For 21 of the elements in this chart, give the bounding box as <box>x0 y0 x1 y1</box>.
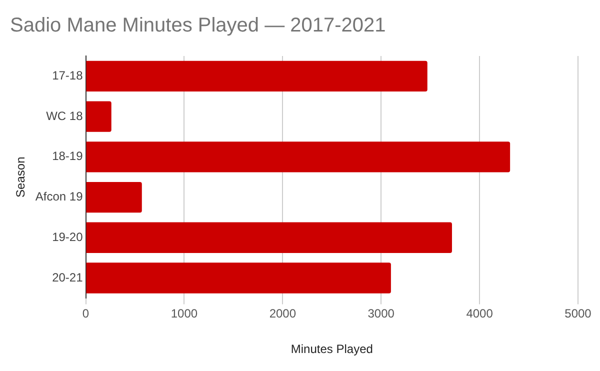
bar <box>86 60 428 92</box>
x-tick-label: 1000 <box>170 306 198 321</box>
bar <box>86 101 112 132</box>
bar <box>86 182 142 213</box>
y-tick-label: 20-21 <box>52 270 84 284</box>
y-axis-title: Season <box>14 156 28 198</box>
y-tick-label: 18-19 <box>52 149 84 164</box>
bar <box>86 262 391 294</box>
y-tick-label: Afcon 19 <box>35 190 84 204</box>
x-tick-label: 4000 <box>466 306 494 321</box>
x-tick-label: 2000 <box>269 306 296 321</box>
chart-title: Sadio Mane Minutes Played — 2017-2021 <box>10 14 386 37</box>
x-tick-label: 3000 <box>368 306 395 321</box>
y-tick-label: 17-18 <box>52 68 84 82</box>
x-tick-label: 5000 <box>564 306 592 321</box>
y-tick-label: 19-20 <box>52 230 84 244</box>
x-tick-label: 0 <box>82 306 90 321</box>
y-tick-label: WC 18 <box>46 108 84 123</box>
bar <box>86 222 452 253</box>
x-axis-title: Minutes Played <box>290 342 373 356</box>
bar <box>86 142 510 172</box>
